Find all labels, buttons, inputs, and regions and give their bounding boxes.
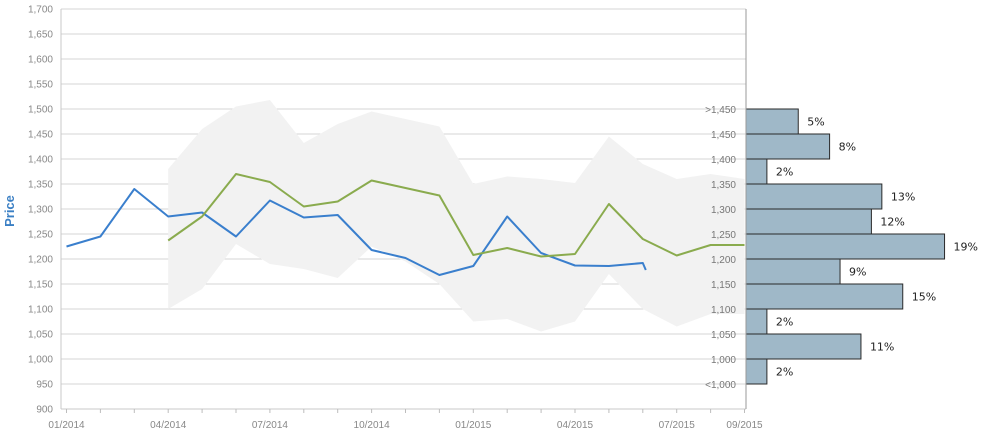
histogram-bar: [745, 258, 841, 285]
histogram-pct-label: 12%: [880, 216, 904, 229]
histogram-bar: [745, 108, 799, 135]
histogram-bar: [745, 133, 831, 160]
x-tick-label: 10/2014: [354, 420, 391, 431]
histogram-bin-label: 1,250: [711, 230, 736, 241]
y-tick-label: 1,250: [28, 230, 53, 241]
histogram-bin-label: 1,300: [711, 205, 736, 216]
histogram-pct-label: 19%: [954, 241, 978, 254]
y-tick-label: 1,300: [28, 205, 53, 216]
y-axis-label: Price: [2, 195, 17, 227]
histogram-bar: [745, 283, 904, 310]
histogram-pct-label: 2%: [776, 366, 793, 379]
series-lines: [66, 173, 745, 276]
histogram-bin-label: 1,000: [711, 355, 736, 366]
histogram-bin-label: 1,350: [711, 180, 736, 191]
histogram-pct-label: 5%: [807, 116, 824, 129]
axes: 900 950 1,000 1,050 1,100 1,150 1,200 1,250 1,30…: [28, 5, 763, 432]
y-tick-label: 1,150: [28, 280, 53, 291]
x-tick-label: 01/2015: [455, 420, 492, 431]
y-tick-label: 1,400: [28, 155, 53, 166]
y-tick-label: 1,700: [28, 5, 53, 16]
histogram-bin-label: 1,150: [711, 280, 736, 291]
y-tick-label: 1,450: [28, 130, 53, 141]
histogram-bar: [745, 208, 872, 235]
histogram-bin-label: 1,050: [711, 330, 736, 341]
histogram-bin-label: 1,450: [711, 130, 736, 141]
histogram-bar: [745, 183, 883, 210]
histogram-bar: [745, 358, 768, 385]
x-tick-label: 07/2014: [252, 420, 289, 431]
histogram-bar: [745, 158, 768, 185]
y-tick-label: 950: [36, 380, 53, 391]
series-line-2: [167, 173, 745, 258]
histogram-bin-label: >1,450: [705, 105, 736, 116]
histogram-pct-label: 9%: [849, 266, 866, 279]
histogram-bar: [745, 333, 862, 360]
histogram-pct-label: 2%: [776, 316, 793, 329]
series-line-1: [66, 188, 647, 276]
histogram-bin-label: 1,400: [711, 155, 736, 166]
histogram-bar: [745, 308, 768, 335]
histogram-bar: [745, 233, 946, 260]
histogram-bin-label: 1,100: [711, 305, 736, 316]
y-tick-label: 900: [36, 405, 53, 416]
x-tick-label: 04/2014: [150, 420, 187, 431]
y-tick-label: 1,500: [28, 105, 53, 116]
histogram-bin-label: 1,200: [711, 255, 736, 266]
x-tick-label: 07/2015: [659, 420, 696, 431]
y-tick-label: 1,650: [28, 30, 53, 41]
y-tick-label: 1,100: [28, 305, 53, 316]
range-band: [168, 100, 745, 332]
histogram-pct-label: 11%: [870, 341, 894, 354]
histogram-pct-label: 8%: [839, 141, 856, 154]
x-tick-label: 01/2014: [48, 420, 85, 431]
histogram-pct-label: 15%: [912, 291, 936, 304]
distribution-histogram: >1,450 5% 1,450 8% 1,400 2% 1,350 13% 1,300 12% 1,…: [705, 105, 978, 391]
histogram-pct-label: 13%: [891, 191, 915, 204]
y-tick-label: 1,600: [28, 55, 53, 66]
histogram-pct-label: 2%: [776, 166, 793, 179]
y-tick-label: 1,000: [28, 355, 53, 366]
y-tick-label: 1,550: [28, 80, 53, 91]
y-tick-label: 1,350: [28, 180, 53, 191]
x-tick-label: 09/2015: [726, 420, 763, 431]
y-tick-label: 1,200: [28, 255, 53, 266]
y-tick-label: 1,050: [28, 330, 53, 341]
x-tick-label: 04/2015: [557, 420, 594, 431]
range-band-area: [168, 100, 745, 332]
histogram-bin-label: <1,000: [705, 380, 736, 391]
